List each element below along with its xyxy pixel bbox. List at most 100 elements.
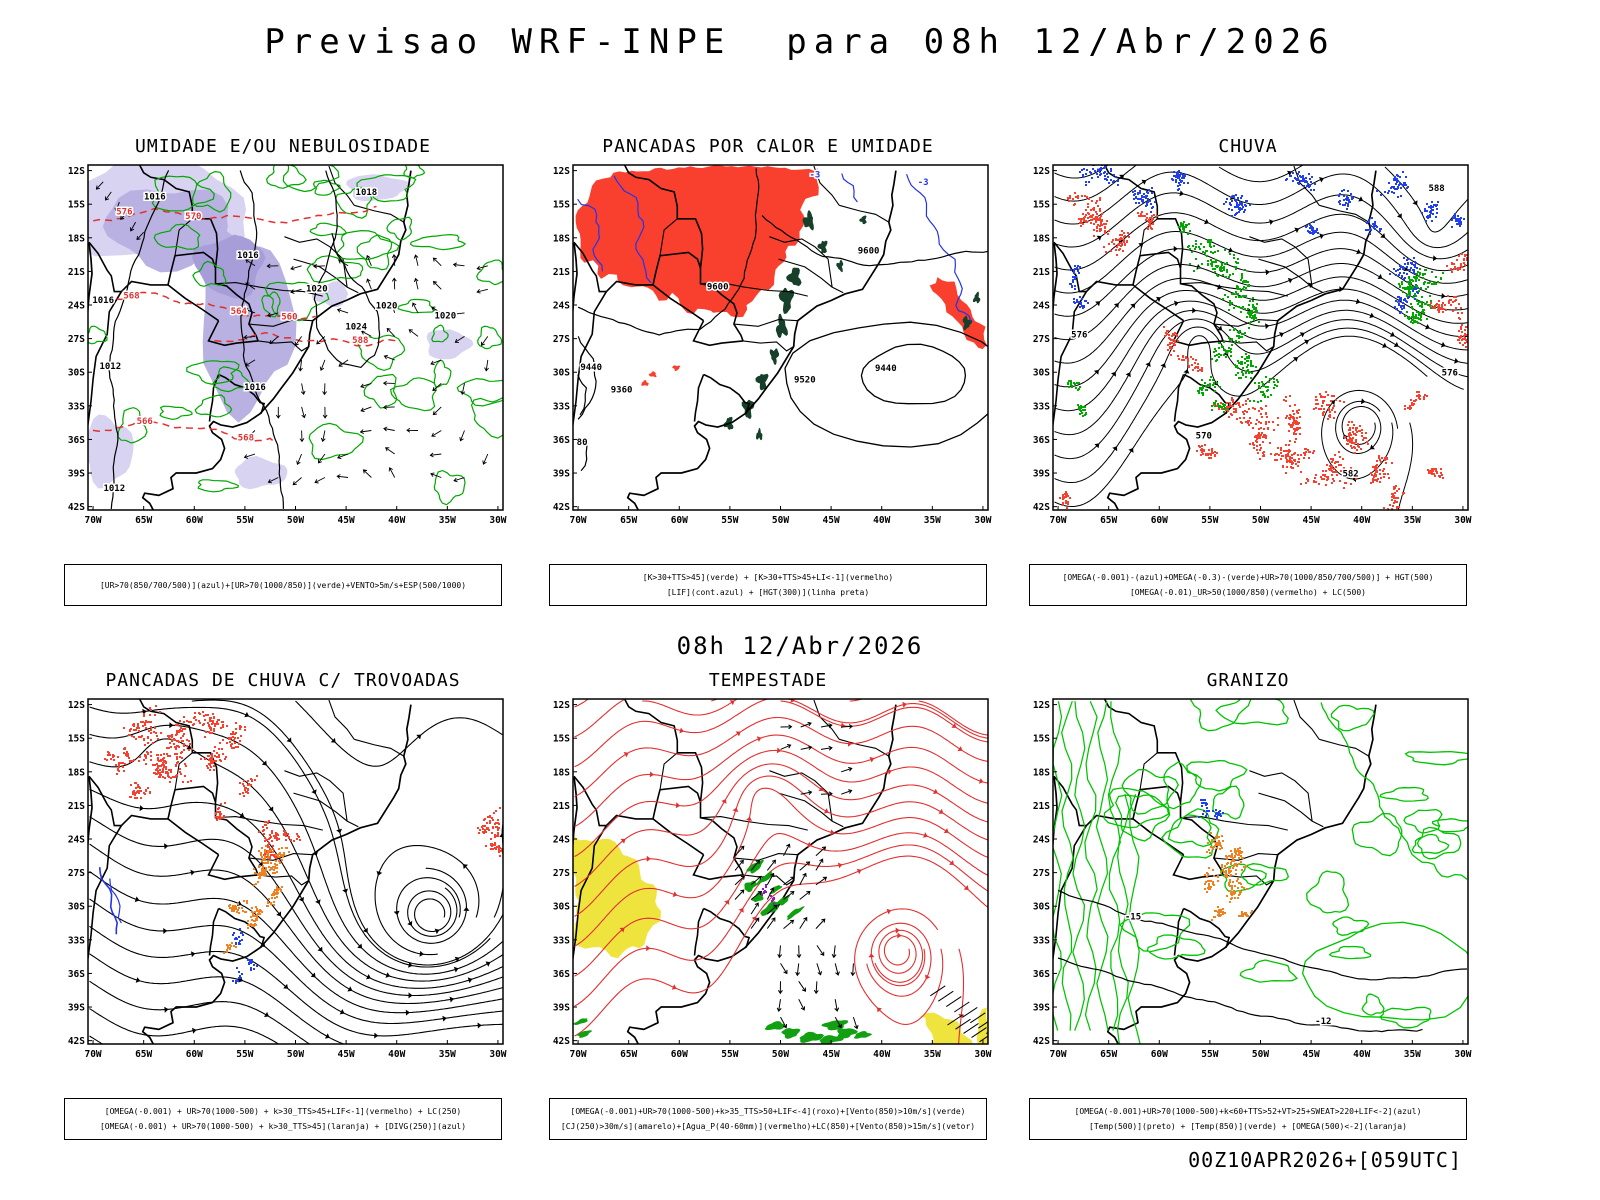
svg-text:40W: 40W — [873, 1049, 890, 1060]
legend-line: [OMEGA(-0.001)+UR>70(1000-500)+k<60+TTS>… — [1074, 1107, 1422, 1116]
svg-text:55W: 55W — [236, 515, 253, 526]
svg-text:80: 80 — [577, 438, 588, 448]
panel-title-trovoadas: PANCADAS DE CHUVA C/ TROVOADAS — [105, 670, 461, 691]
svg-text:36S: 36S — [553, 435, 570, 446]
svg-text:35W: 35W — [1404, 515, 1421, 526]
svg-text:60W: 60W — [186, 515, 203, 526]
svg-text:-3: -3 — [918, 178, 929, 188]
svg-text:35W: 35W — [924, 1049, 941, 1060]
svg-text:42S: 42S — [68, 1036, 85, 1047]
svg-text:33S: 33S — [68, 935, 85, 946]
svg-text:39S: 39S — [1033, 469, 1050, 480]
svg-text:1018: 1018 — [356, 188, 378, 198]
legend-line: [UR>70(850/700/500)](azul)+[UR>70(1000/8… — [99, 580, 467, 590]
svg-text:15S: 15S — [553, 200, 570, 211]
svg-text:570: 570 — [1196, 431, 1212, 441]
map-umidade: 1016 1018 1016 1012 1016 1020 1024 1020 1020 1012… — [68, 164, 507, 526]
svg-text:65W: 65W — [135, 1049, 152, 1060]
svg-text:70W: 70W — [569, 515, 586, 526]
svg-text:45W: 45W — [338, 1049, 355, 1060]
valid-time-label: 08h 12/Abr/2026 — [676, 632, 924, 660]
map-tempestade: 12S 15S 18S 21S 24S 27S 30S 33S 36S 39S 42S 70W 65W 6… — [553, 698, 992, 1060]
svg-text:65W: 65W — [135, 515, 152, 526]
svg-text:9600: 9600 — [858, 247, 880, 257]
svg-text:1020: 1020 — [306, 285, 328, 295]
svg-text:27S: 27S — [553, 334, 570, 345]
legend-line: [OMEGA(-0.001) + UR>70(1000-500) + k>30_… — [99, 1122, 467, 1131]
svg-text:1012: 1012 — [103, 484, 125, 494]
svg-text:30W: 30W — [489, 1049, 506, 1060]
svg-text:27S: 27S — [1033, 334, 1050, 345]
svg-text:18S: 18S — [1033, 767, 1050, 778]
svg-text:30S: 30S — [553, 368, 570, 379]
svg-text:35W: 35W — [1404, 1049, 1421, 1060]
svg-text:30W: 30W — [489, 515, 506, 526]
svg-text:12S: 12S — [1033, 166, 1050, 177]
svg-text:55W: 55W — [1201, 1049, 1218, 1060]
svg-text:30S: 30S — [1033, 902, 1050, 913]
svg-text:1016: 1016 — [92, 296, 114, 306]
svg-text:30W: 30W — [1454, 1049, 1471, 1060]
svg-text:24S: 24S — [1033, 835, 1050, 846]
svg-text:70W: 70W — [569, 1049, 586, 1060]
svg-text:12S: 12S — [553, 700, 570, 711]
svg-text:50W: 50W — [1252, 515, 1269, 526]
svg-text:33S: 33S — [553, 401, 570, 412]
svg-text:1016: 1016 — [144, 193, 166, 203]
legend-box-pancadas-calor: [K>30+TTS>45](verde) + [K>30+TTS>45+LI<-… — [549, 564, 987, 606]
svg-text:50W: 50W — [287, 515, 304, 526]
map-trovoadas: 12S 15S 18S 21S 24S 27S 30S 33S 36S 39S 42S 70W 65W 6… — [68, 698, 507, 1060]
panel-title-chuva: CHUVA — [1218, 136, 1278, 157]
svg-text:21S: 21S — [68, 801, 85, 812]
svg-text:566: 566 — [137, 417, 153, 427]
svg-text:42S: 42S — [553, 502, 570, 513]
svg-text:50W: 50W — [287, 1049, 304, 1060]
svg-text:564: 564 — [231, 307, 248, 317]
svg-text:24S: 24S — [68, 301, 85, 312]
svg-text:55W: 55W — [721, 1049, 738, 1060]
svg-text:65W: 65W — [1100, 515, 1117, 526]
svg-text:582: 582 — [1342, 469, 1358, 479]
svg-text:42S: 42S — [1033, 502, 1050, 513]
svg-text:36S: 36S — [1033, 435, 1050, 446]
svg-text:39S: 39S — [1033, 1003, 1050, 1014]
map-chuva: 588 576 570 582 576 12S 15S 18S 21S 24S 27S 30S 33S 3… — [1033, 164, 1472, 526]
svg-text:55W: 55W — [1201, 515, 1218, 526]
svg-text:576: 576 — [116, 207, 132, 217]
svg-text:1024: 1024 — [345, 323, 367, 333]
panel-title-umidade: UMIDADE E/OU NEBULOSIDADE — [135, 136, 431, 157]
legend-line: [OMEGA(-0.001)-(azul)+OMEGA(-0.3)-(verde… — [1062, 573, 1434, 582]
legend-box-granizo: [OMEGA(-0.001)+UR>70(1000-500)+k<60+TTS>… — [1029, 1098, 1467, 1140]
legend-line: [K>30+TTS>45](verde) + [K>30+TTS>45+LI<-… — [642, 573, 894, 582]
svg-text:60W: 60W — [1151, 515, 1168, 526]
svg-text:15S: 15S — [68, 734, 85, 745]
svg-text:30S: 30S — [553, 902, 570, 913]
svg-text:12S: 12S — [68, 700, 85, 711]
svg-text:12S: 12S — [68, 166, 85, 177]
svg-text:50W: 50W — [772, 515, 789, 526]
map-pancadas-calor: 9600 9600 9520 9440 9440 9360 80 -3 -3 12S 15S 18S 2… — [553, 164, 992, 526]
legend-line: [Temp(500)](preto) + [Temp(850)](verde) … — [1089, 1122, 1407, 1131]
svg-text:18S: 18S — [68, 767, 85, 778]
svg-text:27S: 27S — [553, 868, 570, 879]
svg-text:30S: 30S — [68, 902, 85, 913]
svg-text:40W: 40W — [388, 515, 405, 526]
svg-text:21S: 21S — [553, 801, 570, 812]
svg-text:70W: 70W — [1049, 515, 1066, 526]
svg-text:21S: 21S — [68, 267, 85, 278]
svg-text:60W: 60W — [186, 1049, 203, 1060]
legend-box-chuva: [OMEGA(-0.001)-(azul)+OMEGA(-0.3)-(verde… — [1029, 564, 1467, 606]
legend-line: [CJ(250)>30m/s](amarelo)+[Agua_P(40-60mm… — [560, 1122, 976, 1131]
svg-text:24S: 24S — [1033, 301, 1050, 312]
svg-text:40W: 40W — [1353, 515, 1370, 526]
svg-text:30S: 30S — [68, 368, 85, 379]
svg-text:70W: 70W — [1049, 1049, 1066, 1060]
svg-text:576: 576 — [1071, 331, 1087, 341]
svg-text:24S: 24S — [553, 301, 570, 312]
svg-text:18S: 18S — [553, 233, 570, 244]
svg-text:50W: 50W — [1252, 1049, 1269, 1060]
legend-line: [LIF](cont.azul) + [HGT(300)](linha pret… — [666, 588, 870, 597]
svg-text:21S: 21S — [553, 267, 570, 278]
panel-pancadas-calor: PANCADAS POR CALOR E UMIDADE 9600 9600 952… — [543, 136, 993, 606]
